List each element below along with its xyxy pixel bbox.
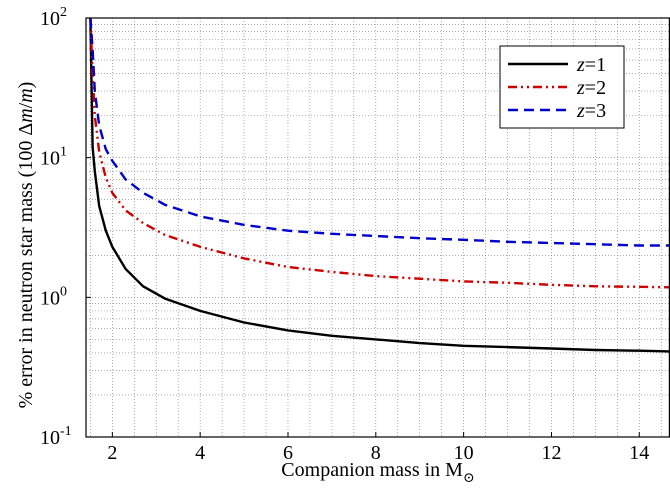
- x-tick-label: 12: [541, 442, 561, 464]
- legend-label-2: z=2: [576, 77, 606, 99]
- legend-label-1: z=1: [576, 54, 606, 76]
- y-tick-label: 101: [40, 145, 67, 170]
- plot-frame: [85, 17, 670, 438]
- y-tick-label: 102: [40, 5, 67, 30]
- x-tick-label: 10: [454, 442, 474, 464]
- y-axis-ticks: 10-1 100 101 102: [40, 5, 91, 449]
- x-tick-label: 4: [195, 442, 205, 464]
- y-tick-label: 100: [40, 284, 67, 309]
- x-axis-ticks: 2 4 6 8 10 12 14: [107, 432, 649, 464]
- y-axis-label: % error in neutron star mass (100 Δm/m): [15, 82, 37, 409]
- legend: z=1z=2z=3: [499, 45, 625, 129]
- series-line-1: [89, 17, 670, 353]
- x-tick-label: 8: [371, 442, 381, 464]
- x-tick-label: 6: [283, 442, 293, 464]
- y-tick-label: 10-1: [40, 424, 72, 449]
- series-line-2: [89, 17, 670, 289]
- legend-label-3: z=3: [576, 100, 606, 122]
- series-line-3: [89, 17, 670, 247]
- x-tick-label: 2: [107, 442, 117, 464]
- series-lines: [89, 17, 670, 353]
- x-axis-label: Companion mass in M⊙: [281, 459, 474, 486]
- x-tick-label: 14: [629, 442, 649, 464]
